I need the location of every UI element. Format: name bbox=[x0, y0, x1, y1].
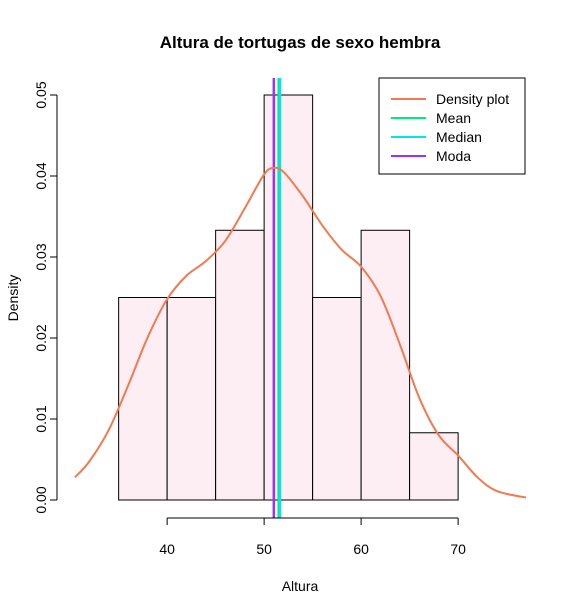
y-tick-label-3: 0.03 bbox=[33, 243, 49, 270]
density-curve bbox=[74, 166, 527, 499]
y-tick-label-4: 0.04 bbox=[33, 162, 49, 189]
histogram-bar-7 bbox=[409, 432, 459, 501]
histogram-bar-3 bbox=[215, 229, 265, 501]
legend-label-3: Median bbox=[436, 129, 482, 145]
x-tick-label-50: 50 bbox=[256, 541, 272, 557]
legend-label-2: Mean bbox=[436, 110, 471, 126]
y-axis-label: Density bbox=[5, 275, 21, 322]
x-tick-label-70: 70 bbox=[450, 541, 466, 557]
x-axis-label: Altura bbox=[282, 578, 319, 594]
legend: Density plot Mean Median Moda bbox=[378, 77, 526, 175]
x-tick-label-40: 40 bbox=[159, 541, 175, 557]
y-tick-label-0: 0.00 bbox=[33, 486, 49, 513]
y-axis: 0.00 0.01 0.02 0.03 0.04 0.05 bbox=[33, 81, 58, 514]
histogram-bars bbox=[118, 94, 459, 501]
legend-label-1: Density plot bbox=[436, 91, 509, 107]
histogram-bar-1 bbox=[118, 297, 168, 501]
x-axis: 40 50 60 70 bbox=[159, 517, 466, 557]
legend-box bbox=[378, 77, 526, 175]
y-tick-label-5: 0.05 bbox=[33, 81, 49, 108]
histogram-bar-5 bbox=[312, 297, 362, 501]
y-tick-label-1: 0.01 bbox=[33, 405, 49, 432]
legend-label-4: Moda bbox=[436, 148, 471, 164]
histogram-bar-4 bbox=[263, 94, 314, 501]
histogram-bar-6 bbox=[360, 229, 411, 501]
y-tick-label-2: 0.02 bbox=[33, 324, 49, 351]
chart-title: Altura de tortugas de sexo hembra bbox=[160, 33, 441, 52]
center-lines bbox=[272, 78, 282, 518]
x-tick-label-60: 60 bbox=[353, 541, 369, 557]
density-curve-group bbox=[74, 166, 527, 499]
histogram-bar-2 bbox=[166, 297, 217, 501]
